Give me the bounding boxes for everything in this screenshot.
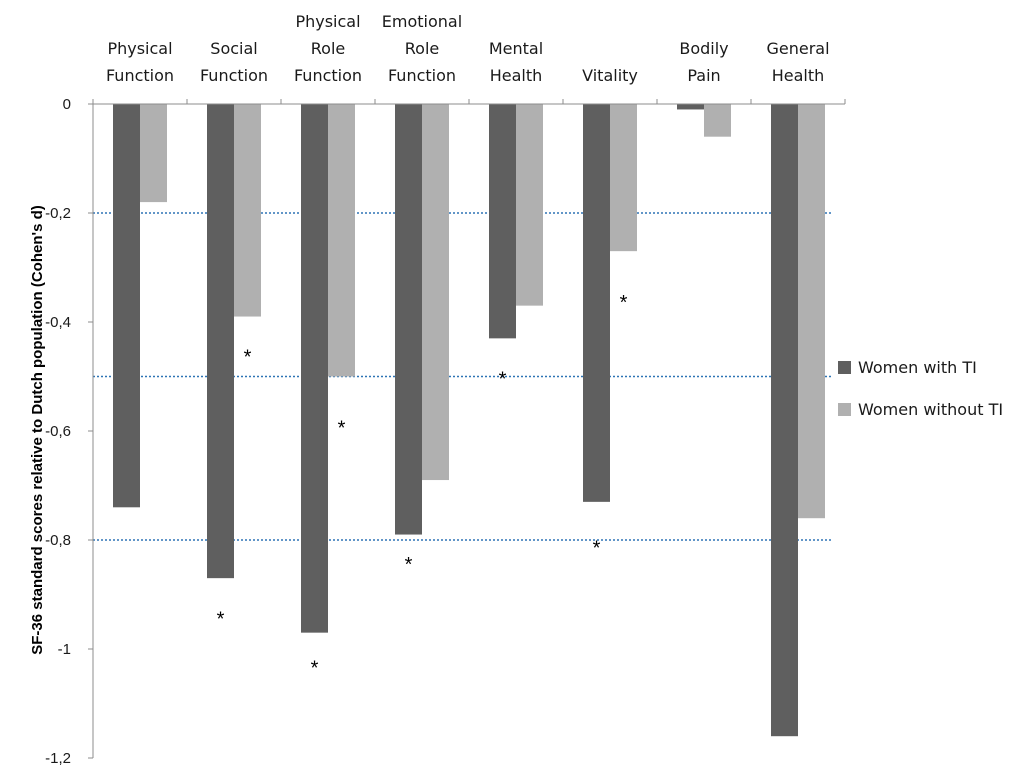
bar [113, 104, 140, 508]
category-label: Function [388, 66, 456, 85]
bar [328, 104, 355, 377]
category-label: Physical [295, 12, 360, 31]
y-tick-label: 0 [63, 96, 71, 113]
category-label: General [766, 39, 829, 58]
category-label: Role [311, 39, 345, 58]
category-label: Function [294, 66, 362, 85]
bar [516, 104, 543, 306]
significance-marker: * [244, 347, 252, 369]
significance-marker: * [338, 418, 346, 440]
legend: Women with TI Women without TI [838, 358, 1003, 419]
category-label: Function [106, 66, 174, 85]
legend-swatch [838, 403, 851, 416]
category-label: Mental [489, 39, 543, 58]
category-label: Physical [107, 39, 172, 58]
bar [704, 104, 731, 137]
bar [301, 104, 328, 633]
category-label: Pain [687, 66, 720, 85]
significance-marker: * [593, 537, 601, 559]
category-label: Vitality [582, 66, 638, 85]
bar [395, 104, 422, 535]
legend-swatch [838, 361, 851, 374]
significance-marker: * [311, 657, 319, 679]
y-tick-label: -1,2 [45, 750, 71, 767]
y-tick-label: -0,2 [45, 205, 71, 222]
bar [583, 104, 610, 502]
bar [610, 104, 637, 252]
legend-label: Women with TI [858, 358, 977, 377]
bar [140, 104, 167, 203]
y-axis-label: SF-36 standard scores relative to Dutch … [29, 205, 46, 654]
y-tick-label: -0,6 [45, 423, 71, 440]
y-axis: 0 -0,2 -0,4 -0,6 -0,8 -1 -1,2 [45, 96, 846, 767]
legend-label: Women without TI [858, 400, 1003, 419]
category-label: Health [490, 66, 543, 85]
y-tick-label: -0,4 [45, 314, 71, 331]
significance-marker: * [405, 554, 413, 576]
bars [113, 104, 825, 737]
category-label: Function [200, 66, 268, 85]
category-label: Health [772, 66, 825, 85]
significance-marker: * [499, 369, 507, 391]
significance-marker: * [620, 292, 628, 314]
category-label: Social [210, 39, 257, 58]
bar [798, 104, 825, 519]
category-labels: Physical Function Social Function Physical Ro… [106, 12, 830, 85]
y-tick-label: -0,8 [45, 532, 71, 549]
bar [677, 104, 704, 110]
y-tick-label: -1 [58, 641, 71, 658]
bar [771, 104, 798, 737]
bar [422, 104, 449, 481]
category-label: Bodily [679, 39, 728, 58]
reference-lines [93, 212, 833, 541]
category-label: Emotional [382, 12, 462, 31]
bar [489, 104, 516, 339]
bar [234, 104, 261, 317]
category-label: Role [405, 39, 439, 58]
significance-markers: * * * * * * * * [217, 292, 628, 679]
bar [207, 104, 234, 579]
significance-marker: * [217, 608, 225, 630]
